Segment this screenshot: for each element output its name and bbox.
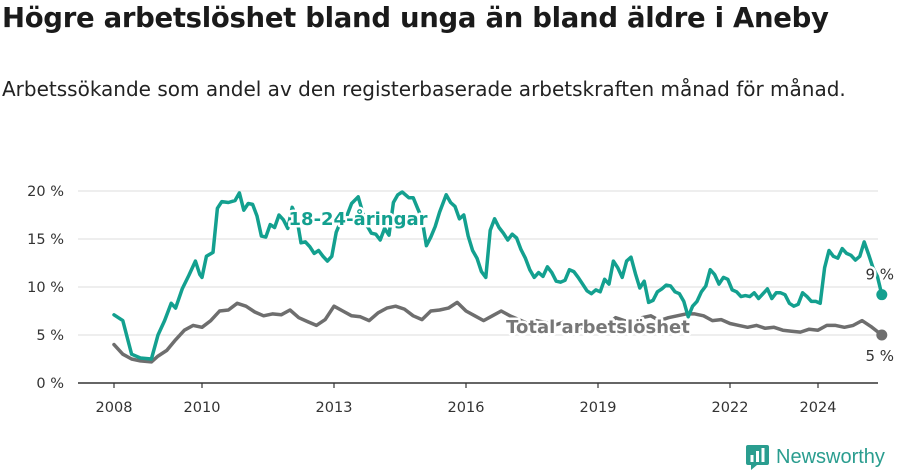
grid-lines — [78, 190, 878, 336]
end-value-label-total-halo: 5 % — [866, 347, 895, 365]
end-value-label-total: 5 % — [866, 347, 895, 365]
x-tick-label-2016: 2016 — [448, 400, 485, 416]
chart-title: Högre arbetslöshet bland unga än bland ä… — [2, 2, 829, 34]
x-tick-label-2013: 2013 — [316, 400, 353, 416]
y-tick-label-15: 15 % — [27, 232, 64, 248]
bar-chart-logo-icon — [746, 445, 769, 470]
x-tick-label-2019: 2019 — [580, 400, 617, 416]
brand-name: Newsworthy — [776, 445, 885, 468]
brand-logo[interactable]: Newsworthy — [745, 443, 885, 471]
series-label-total: Total arbetslöshet — [506, 317, 690, 338]
end-value-label-youth: 9 % — [866, 266, 895, 284]
series-lines — [112, 190, 888, 364]
x-tick-label-2010: 2010 — [184, 400, 221, 416]
series-line-total — [112, 300, 884, 364]
x-tick-label-2022: 2022 — [712, 400, 749, 416]
series-end-dot-total — [876, 329, 888, 341]
axes: 0 % 5 % 10 % 15 % 20 % 2008 2010 2013 2016 2019 20… — [27, 184, 878, 416]
y-tick-label-5: 5 % — [36, 328, 64, 344]
series-end-dot-youth — [876, 289, 888, 301]
series-label-youth-halo: 18-24-åringar — [289, 208, 428, 230]
x-tick-label-2024: 2024 — [800, 400, 837, 416]
y-tick-label-0: 0 % — [36, 376, 64, 392]
series-label-total-halo: Total arbetslöshet — [506, 317, 690, 338]
series-line-youth — [112, 190, 884, 361]
chart-subtitle: Arbetssökande som andel av den registerb… — [2, 77, 846, 101]
end-value-label-youth-halo: 9 % — [866, 266, 895, 284]
y-tick-label-20: 20 % — [27, 184, 64, 200]
y-tick-label-10: 10 % — [27, 280, 64, 296]
x-tick-label-2008: 2008 — [96, 400, 133, 416]
series-label-youth: 18-24-åringar — [289, 208, 428, 230]
